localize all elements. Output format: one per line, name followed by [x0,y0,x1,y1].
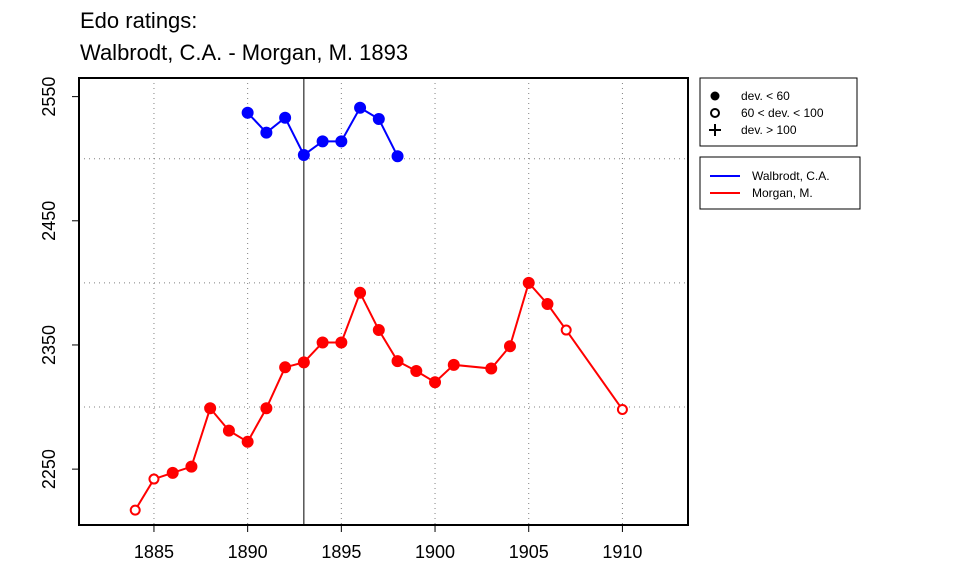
data-point [503,340,516,353]
legend-series: Walbrodt, C.A. Morgan, M. [699,156,861,210]
data-point [372,112,385,125]
legend-box [699,156,861,210]
data-point [260,126,273,139]
data-point [429,376,442,389]
data-point [410,365,423,378]
x-tick-label: 1905 [509,542,549,562]
series-layer [129,101,628,516]
data-point [522,276,535,289]
data-point [297,148,310,161]
x-tick-label: 1895 [321,542,361,562]
legend-series-label: Morgan, M. [752,186,813,200]
data-point [391,150,404,163]
y-tick-label: 2550 [39,77,59,117]
data-point [222,424,235,437]
legend-filled-circle [710,91,720,101]
x-tick-label: 1900 [415,542,455,562]
chart-title-line-2: Walbrodt, C.A. - Morgan, M. 1893 [80,40,409,65]
data-point [335,135,348,148]
data-point [447,358,460,371]
y-tick-label: 2250 [39,449,59,489]
data-point [616,404,628,416]
data-point [241,435,254,448]
data-point [148,473,160,485]
data-point [166,466,179,479]
x-tick-label: 1910 [602,542,642,562]
data-point [279,361,292,374]
legend-open-circle [710,108,720,118]
data-point [260,402,273,415]
x-tick-label: 1890 [228,542,268,562]
y-tick-label: 2450 [39,201,59,241]
plot-frame [78,77,689,526]
data-point [485,362,498,375]
data-point [316,135,329,148]
data-point [241,106,254,119]
x-tick-label: 1885 [134,542,174,562]
data-point [316,336,329,349]
legend-marker-label: 60 < dev. < 100 [741,106,824,120]
data-point [129,504,141,516]
series-line-1 [134,280,624,511]
chart-title-line-1: Edo ratings: [80,8,198,33]
legend-box [699,77,858,147]
grid-lines [79,78,688,525]
legend-marker-types: dev. < 60 60 < dev. < 100 dev. > 100 [699,77,858,147]
data-point [354,286,367,299]
data-point [541,297,554,310]
data-point [372,324,385,337]
y-axis: 2250 2350 2450 2550 [39,77,79,489]
data-point [185,460,198,473]
data-point [297,356,310,369]
data-point [279,111,292,124]
data-point [391,355,404,368]
legend-series-label: Walbrodt, C.A. [752,169,830,183]
data-point [204,402,217,415]
legend-marker-label: dev. < 60 [741,89,790,103]
data-point [560,324,572,336]
data-point [335,336,348,349]
x-axis: 1885 1890 1895 1900 1905 1910 [134,525,642,562]
y-tick-label: 2350 [39,325,59,365]
legend-marker-label: dev. > 100 [741,123,797,137]
data-point [354,101,367,114]
